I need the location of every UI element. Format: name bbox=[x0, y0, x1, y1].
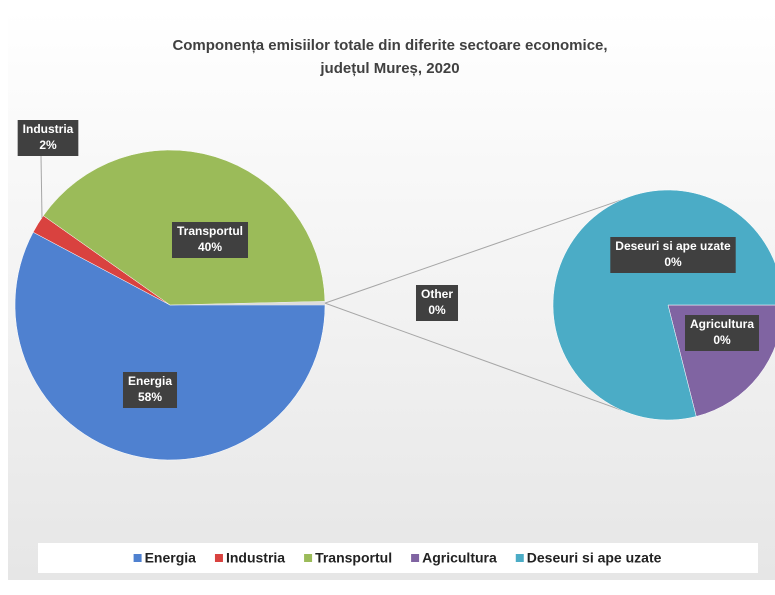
data-label: Other 0% bbox=[415, 285, 459, 321]
data-label: Agricultura 0% bbox=[684, 315, 760, 351]
data-label-name: Agricultura bbox=[690, 317, 754, 331]
data-label-box bbox=[17, 120, 79, 156]
legend-label: Energia bbox=[145, 550, 197, 566]
data-label-box bbox=[415, 285, 459, 321]
data-label-value: 0% bbox=[664, 255, 682, 269]
data-label: Energia 58% bbox=[122, 372, 178, 408]
data-label: Transportul 40% bbox=[171, 222, 249, 258]
legend-swatch bbox=[304, 554, 313, 562]
data-label-value: 58% bbox=[138, 390, 162, 404]
data-label-value: 0% bbox=[713, 333, 731, 347]
legend-swatch bbox=[411, 554, 420, 562]
data-label-name: Transportul bbox=[177, 224, 243, 238]
legend-label: Transportul bbox=[315, 550, 392, 566]
legend-swatch bbox=[133, 554, 142, 562]
data-label-name: Industria bbox=[23, 122, 74, 136]
data-label-box bbox=[610, 237, 736, 273]
legend-swatch bbox=[214, 554, 223, 562]
connector-line bbox=[324, 302, 622, 411]
pie-slice-other bbox=[170, 301, 325, 305]
leader-line bbox=[40, 155, 43, 219]
chart-title: județul Mureș, 2020 bbox=[319, 60, 459, 77]
legend-swatch bbox=[515, 554, 524, 562]
data-label: Industria 2% bbox=[17, 120, 79, 156]
legend-label: Industria bbox=[226, 550, 285, 566]
data-label-name: Other bbox=[421, 287, 453, 301]
legend: Energia Industria Transportul Agricultura De… bbox=[133, 550, 662, 566]
data-label-value: 2% bbox=[39, 138, 57, 152]
connector-line bbox=[324, 199, 622, 304]
legend-label: Deseuri si ape uzate bbox=[527, 550, 662, 566]
data-label: Deseuri si ape uzate 0% bbox=[610, 237, 736, 273]
pie-slice bbox=[14, 231, 326, 461]
data-label-value: 40% bbox=[198, 240, 222, 254]
data-label-name: Deseuri si ape uzate bbox=[615, 239, 731, 253]
legend-box bbox=[38, 543, 758, 573]
data-label-value: 0% bbox=[428, 303, 446, 317]
plot: Energia 58% Industria 2% Transportul 40% Other… bbox=[14, 120, 775, 461]
legend-label: Agricultura bbox=[422, 550, 497, 566]
data-label-box bbox=[171, 222, 249, 258]
data-label-box bbox=[122, 372, 178, 408]
data-label-box bbox=[684, 315, 760, 351]
data-label-name: Energia bbox=[128, 374, 172, 388]
chart-title: Componența emisiilor totale din diferite… bbox=[172, 37, 607, 54]
